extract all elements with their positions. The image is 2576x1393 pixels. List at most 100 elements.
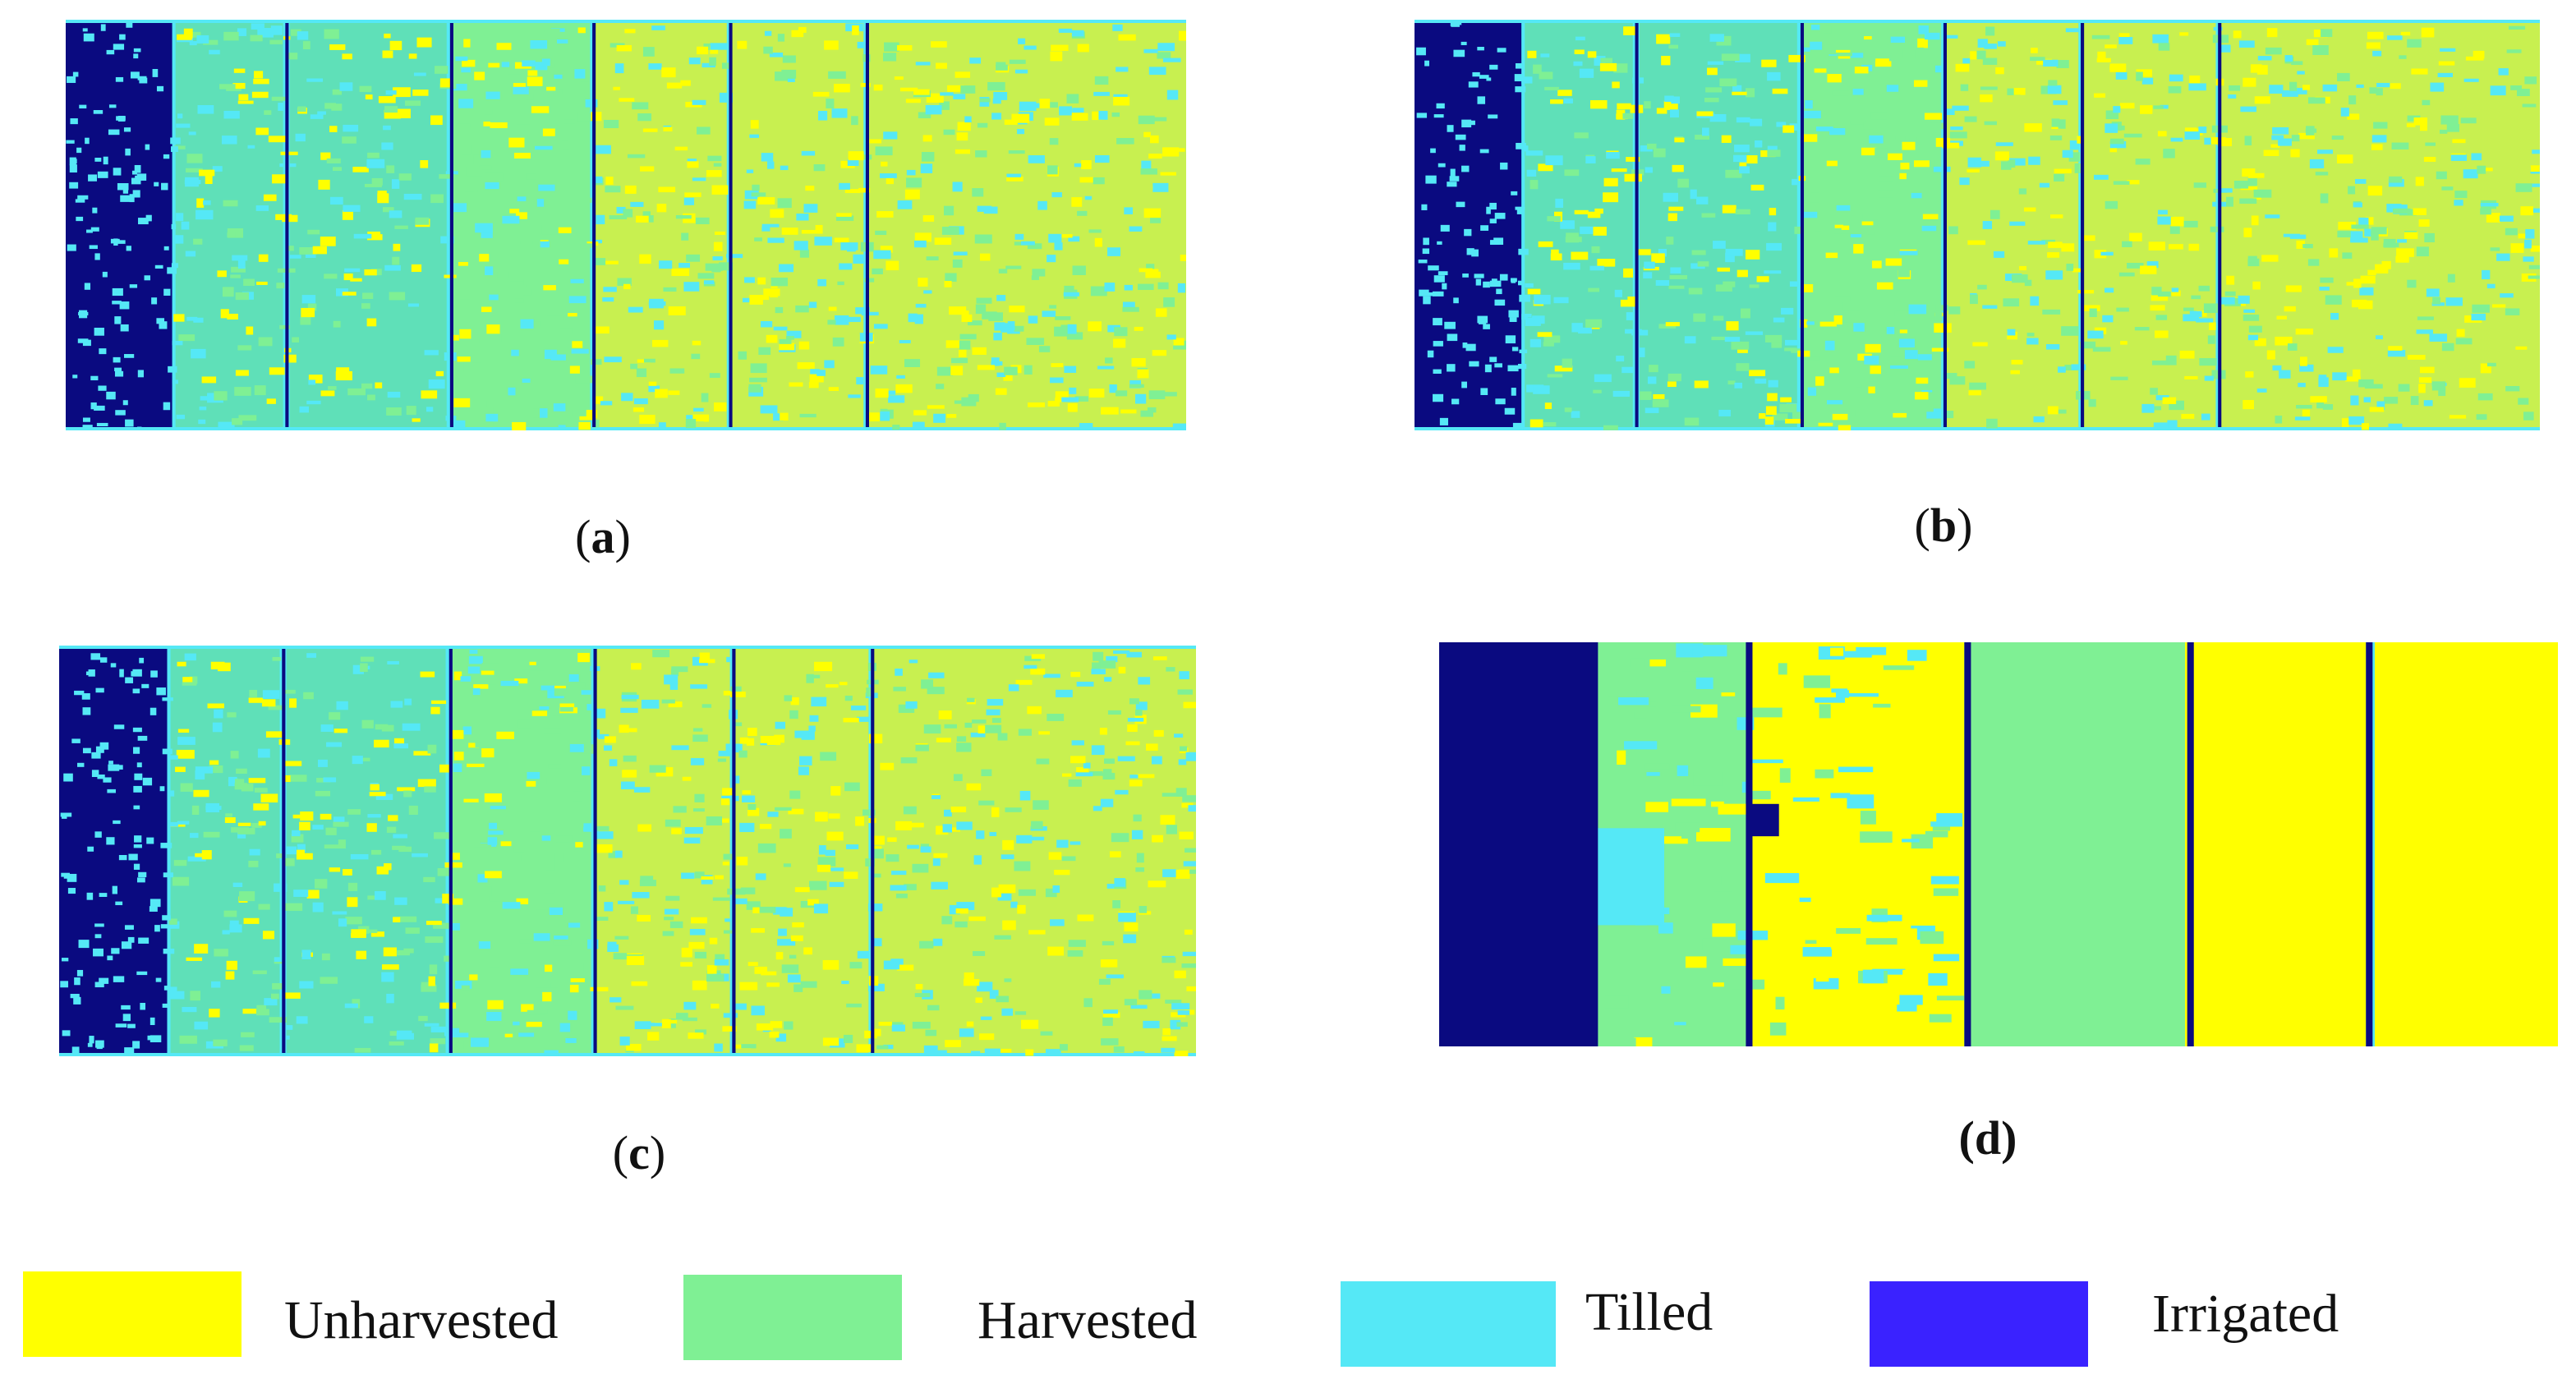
speckle (2350, 237, 2368, 243)
patch (1658, 922, 1673, 934)
speckle (986, 709, 1000, 715)
speckle (968, 320, 982, 326)
speckle (364, 183, 382, 187)
speckle (834, 315, 849, 325)
speckle (703, 280, 715, 284)
speckle (850, 706, 867, 710)
speckle (1480, 225, 1489, 231)
speckle (487, 1000, 504, 1009)
speckle (248, 697, 264, 703)
speckle (2297, 71, 2305, 75)
speckle (826, 99, 835, 108)
speckle (623, 283, 631, 290)
speckle (460, 676, 472, 682)
speckle (129, 284, 138, 288)
speckle (1166, 667, 1175, 672)
speckle (381, 972, 394, 982)
speckle (844, 189, 861, 194)
speckle (546, 86, 556, 91)
patch (1862, 969, 1884, 984)
speckle (1152, 350, 1167, 356)
speckle (1056, 689, 1073, 698)
speckle (936, 366, 954, 376)
speckle (1967, 240, 1986, 246)
speckle (1469, 361, 1479, 367)
speckle (2330, 313, 2339, 320)
patch (1769, 1022, 1787, 1036)
speckle (453, 671, 462, 681)
speckle (1538, 163, 1553, 172)
speckle (430, 706, 440, 715)
speckle (344, 268, 361, 273)
speckle (1696, 111, 1714, 117)
speckle (2337, 231, 2353, 238)
speckle (996, 372, 1006, 378)
speckle (1855, 384, 1862, 388)
speckle (513, 854, 522, 862)
speckle (791, 30, 804, 38)
speckle (1544, 402, 1552, 410)
speckle (448, 729, 464, 739)
speckle (2346, 282, 2359, 286)
speckle (1962, 57, 1971, 64)
speckle (502, 902, 521, 909)
speckle (869, 139, 882, 144)
speckle (130, 71, 140, 79)
speckle (2087, 330, 2104, 339)
speckle (761, 223, 780, 228)
speckle (1071, 197, 1083, 207)
speckle (2229, 85, 2241, 91)
speckle (384, 106, 398, 113)
speckle (932, 858, 941, 867)
speckle (1862, 129, 1874, 134)
speckle (2437, 72, 2453, 77)
speckle (856, 377, 864, 385)
speckle (1888, 153, 1902, 160)
speckle (484, 109, 493, 115)
speckle (2375, 264, 2389, 274)
speckle (186, 154, 203, 163)
speckle (2340, 108, 2349, 117)
speckle (258, 254, 269, 262)
speckle (891, 871, 907, 876)
speckle (485, 421, 494, 428)
speckle (1031, 821, 1043, 830)
speckle (2077, 136, 2084, 144)
speckle (761, 971, 777, 976)
speckle (661, 699, 675, 704)
speckle (1136, 853, 1144, 863)
speckle (1109, 384, 1117, 393)
speckle (923, 724, 941, 734)
speckle (69, 164, 77, 173)
speckle (2054, 168, 2072, 174)
speckle (1980, 94, 1993, 103)
speckle (908, 313, 918, 323)
speckle (570, 978, 585, 982)
speckle (1141, 160, 1152, 169)
patch (1869, 663, 1888, 671)
speckle (106, 837, 115, 845)
speckle (268, 705, 286, 710)
legend-swatch-tilled (1341, 1281, 1556, 1367)
speckle (1092, 662, 1101, 671)
speckle (1960, 84, 1969, 91)
speckle (1477, 47, 1484, 51)
speckle (2369, 87, 2377, 94)
speckle (1111, 833, 1129, 843)
speckle (2463, 78, 2479, 82)
speckle (1867, 231, 1875, 235)
speckle (342, 136, 356, 144)
speckle (196, 34, 209, 44)
speckle (87, 846, 94, 852)
speckle (516, 212, 527, 219)
speckle (1014, 233, 1024, 240)
speckle (196, 198, 205, 208)
speckle (189, 676, 198, 684)
speckle (1739, 162, 1747, 168)
speckle (306, 400, 321, 405)
speckle (199, 169, 215, 177)
speckle (182, 682, 197, 686)
speckle (1695, 135, 1710, 140)
patch (1824, 788, 1842, 797)
speckle (2009, 221, 2026, 226)
